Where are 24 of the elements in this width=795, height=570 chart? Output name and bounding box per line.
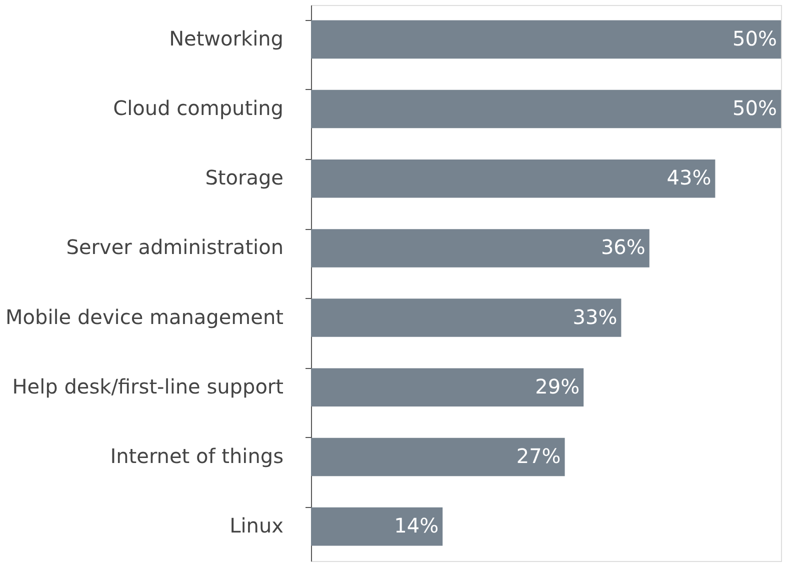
bar bbox=[311, 229, 650, 268]
y-tick-label: Linux bbox=[230, 514, 284, 538]
bar bbox=[311, 159, 716, 198]
y-tick-label: Networking bbox=[169, 26, 284, 50]
data-label: 29% bbox=[535, 374, 580, 398]
bar bbox=[311, 90, 781, 128]
bar bbox=[311, 507, 443, 546]
y-tick-label: Internet of things bbox=[110, 444, 284, 468]
data-label: 50% bbox=[732, 96, 777, 120]
y-tick-label: Cloud computing bbox=[113, 96, 284, 120]
y-tick-label: Mobile device management bbox=[6, 304, 284, 329]
bar bbox=[311, 438, 565, 476]
data-label: 36% bbox=[600, 235, 646, 260]
data-label: 14% bbox=[394, 514, 439, 538]
bar bbox=[311, 298, 622, 337]
data-label: 50% bbox=[732, 26, 777, 50]
y-tick-label: Help desk/first-line support bbox=[12, 374, 284, 398]
data-label: 33% bbox=[572, 304, 618, 329]
y-tick-label: Storage bbox=[205, 166, 284, 190]
bar bbox=[311, 368, 584, 407]
data-label: 43% bbox=[666, 166, 712, 190]
y-tick-label: Server administration bbox=[66, 235, 284, 260]
bar bbox=[311, 20, 781, 59]
data-label: 27% bbox=[516, 444, 561, 468]
